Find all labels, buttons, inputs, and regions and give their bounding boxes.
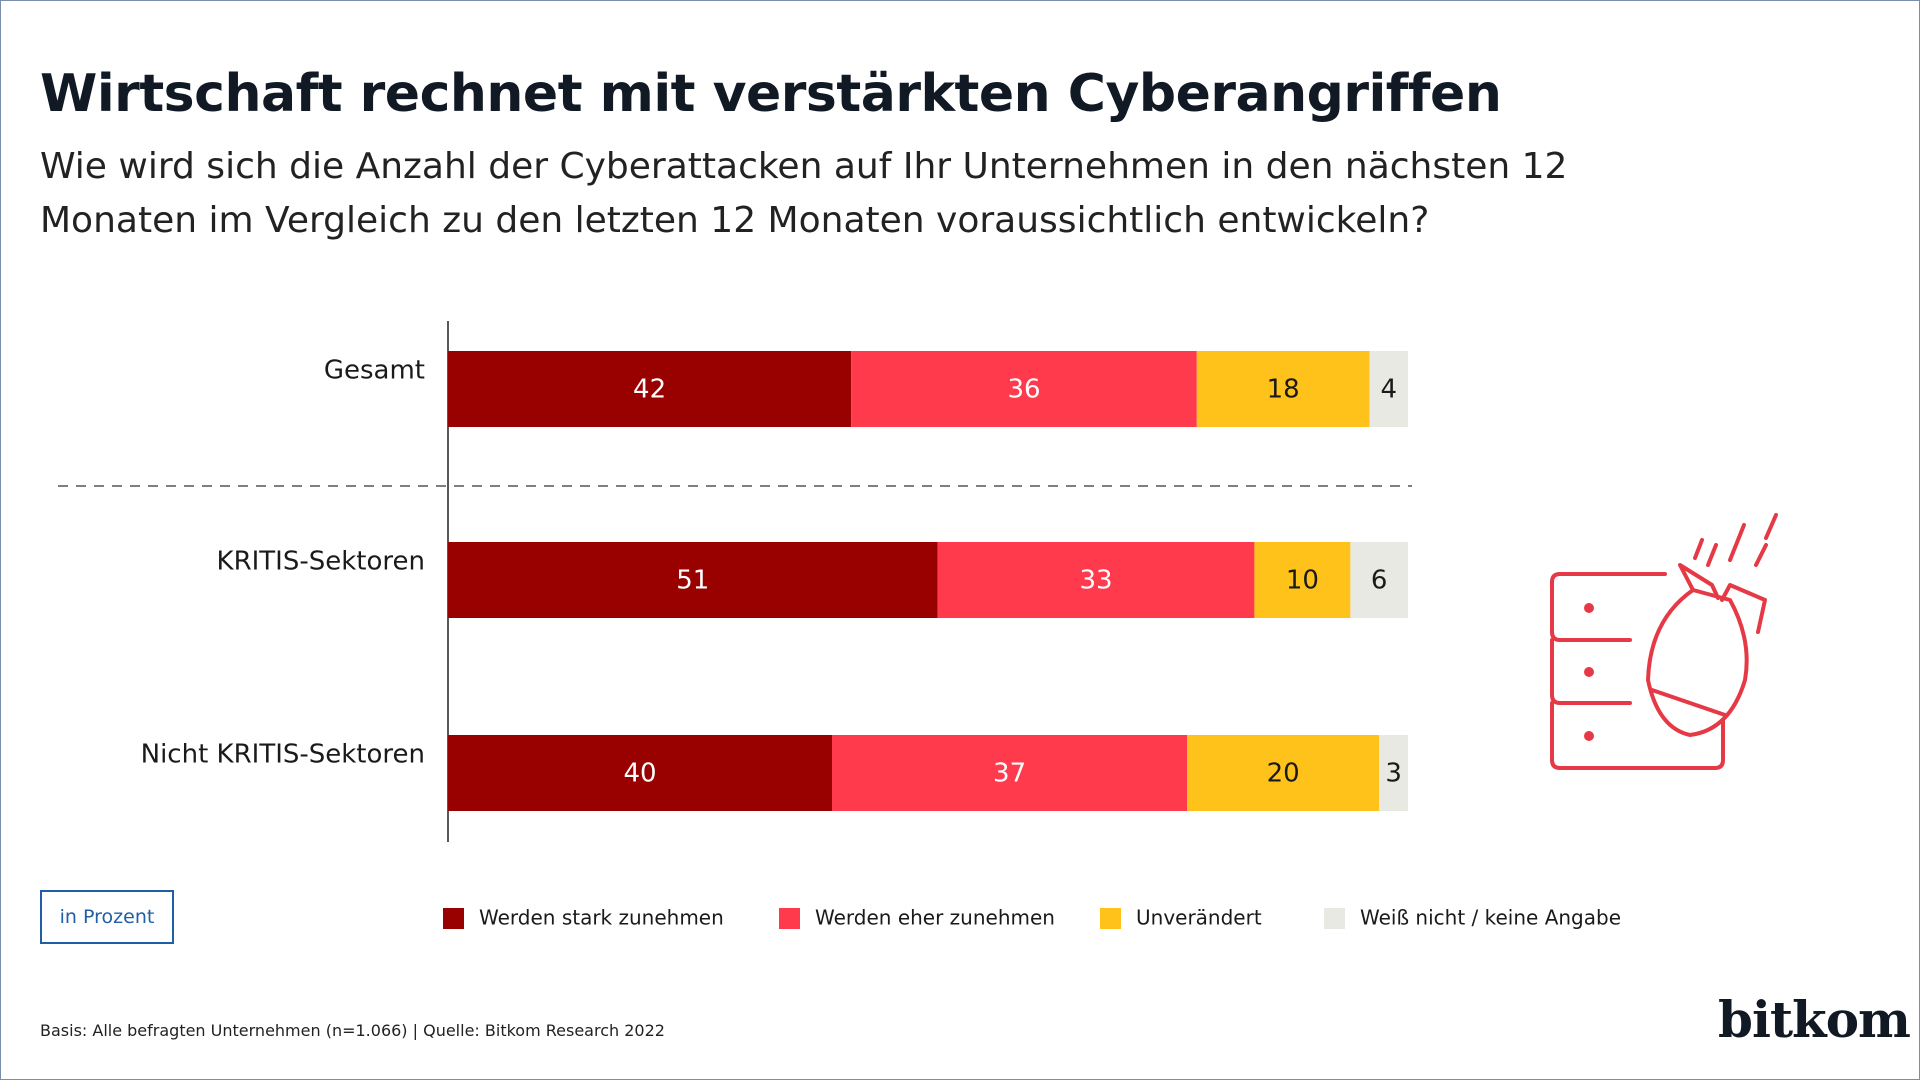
legend-swatch <box>779 908 800 929</box>
unit-note: in Prozent <box>40 890 174 944</box>
source: Basis: Alle befragten Unternehmen (n=1.0… <box>40 1021 665 1040</box>
bar-segment <box>832 735 1188 811</box>
cyber-icon <box>1550 513 1778 770</box>
bar-segment <box>1379 735 1408 811</box>
brand-logo: bitkom <box>1718 990 1911 1049</box>
value-label: 10 <box>1286 566 1319 596</box>
legend-label: Weiß nicht / keine Angabe <box>1360 906 1621 930</box>
bar-segment <box>1254 542 1351 618</box>
bar-segment <box>448 351 852 427</box>
value-label: 42 <box>633 375 666 405</box>
legend-label: Werden eher zunehmen <box>815 906 1055 930</box>
value-label: 36 <box>1007 375 1040 405</box>
bar-segment <box>851 351 1197 427</box>
value-label: 37 <box>993 759 1026 789</box>
category-label: Gesamt <box>324 356 425 386</box>
bar-segment <box>448 542 938 618</box>
legend-label: Werden stark zunehmen <box>479 906 724 930</box>
value-label: 18 <box>1267 375 1300 405</box>
chart-subtitle: Wie wird sich die Anzahl der Cyberattack… <box>40 146 1568 241</box>
category-label: Nicht KRITIS-Sektoren <box>141 740 425 770</box>
value-label: 33 <box>1079 566 1112 596</box>
value-label: 20 <box>1267 759 1300 789</box>
chart-title: Wirtschaft rechnet mit verstärkten Cyber… <box>40 64 1502 124</box>
value-label: 51 <box>676 566 709 596</box>
value-label: 6 <box>1371 566 1388 596</box>
legend-swatch <box>1100 908 1121 929</box>
bar-segment <box>1187 735 1380 811</box>
bar-segment <box>1350 542 1408 618</box>
value-label: 3 <box>1385 759 1402 789</box>
bar-segment <box>937 542 1255 618</box>
category-label: KRITIS-Sektoren <box>217 547 425 577</box>
value-label: 4 <box>1381 375 1398 405</box>
legend-swatch <box>1324 908 1345 929</box>
legend-label: Unverändert <box>1136 906 1262 930</box>
bar-segment <box>448 735 832 811</box>
value-label: 40 <box>623 759 656 789</box>
legend-swatch <box>443 908 464 929</box>
bar-segment <box>1369 351 1408 427</box>
bar-segment <box>1196 351 1370 427</box>
